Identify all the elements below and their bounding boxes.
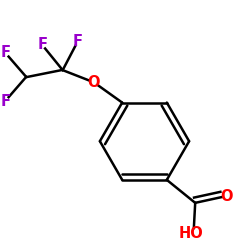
Text: F: F: [1, 45, 11, 60]
Text: F: F: [1, 94, 11, 109]
Text: HO: HO: [179, 226, 204, 242]
Text: O: O: [88, 75, 100, 90]
Text: F: F: [38, 37, 48, 52]
Text: O: O: [220, 188, 232, 204]
Text: F: F: [72, 34, 83, 49]
